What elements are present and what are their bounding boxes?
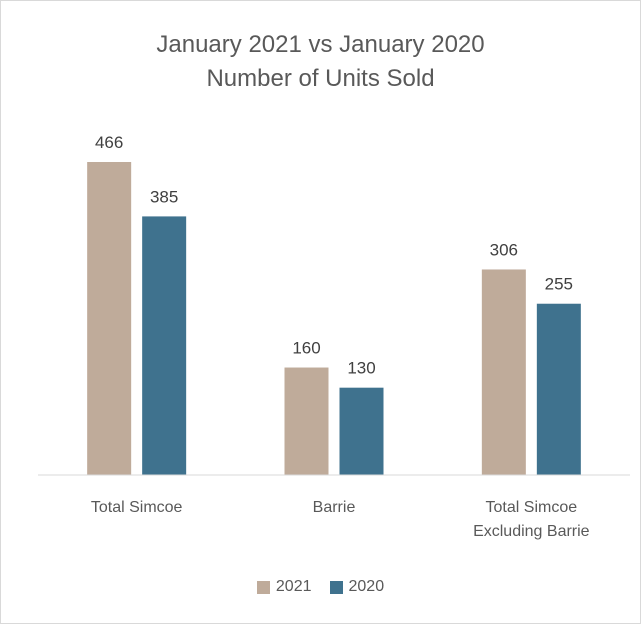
category-label-1-0: Barrie bbox=[313, 499, 356, 516]
bar-2021-0 bbox=[87, 162, 132, 475]
data-label-2021-0: 466 bbox=[95, 133, 123, 152]
category-label-2-0: Total Simcoe bbox=[486, 499, 578, 516]
legend-item-2021: 2021 bbox=[256, 578, 312, 596]
legend-label-2021: 2021 bbox=[275, 578, 312, 595]
chart-title-line-1: January 2021 vs January 2020 bbox=[156, 31, 485, 58]
chart-legend: 2021 2020 bbox=[0, 578, 641, 596]
bar-2021-2 bbox=[481, 269, 526, 475]
legend-label-2020: 2020 bbox=[348, 578, 385, 595]
data-label-2020-0: 385 bbox=[150, 187, 178, 206]
bar-2021-1 bbox=[284, 367, 329, 475]
data-label-2021-2: 306 bbox=[490, 240, 518, 259]
chart-title-line-2: Number of Units Sold bbox=[206, 65, 435, 92]
category-label-0-0: Total Simcoe bbox=[91, 499, 183, 516]
legend-item-2020: 2020 bbox=[329, 578, 385, 596]
bar-2020-2 bbox=[536, 303, 581, 475]
chart-title: January 2021 vs January 2020 Number of U… bbox=[0, 28, 641, 96]
data-label-2020-2: 255 bbox=[545, 275, 573, 294]
legend-swatch-2020 bbox=[329, 580, 343, 594]
bar-2020-1 bbox=[339, 387, 384, 475]
category-label-2-1: Excluding Barrie bbox=[473, 523, 590, 540]
bar-2020-0 bbox=[142, 216, 187, 475]
legend-swatch-2021 bbox=[256, 580, 270, 594]
data-label-2021-1: 160 bbox=[292, 339, 320, 358]
data-label-2020-1: 130 bbox=[347, 359, 375, 378]
